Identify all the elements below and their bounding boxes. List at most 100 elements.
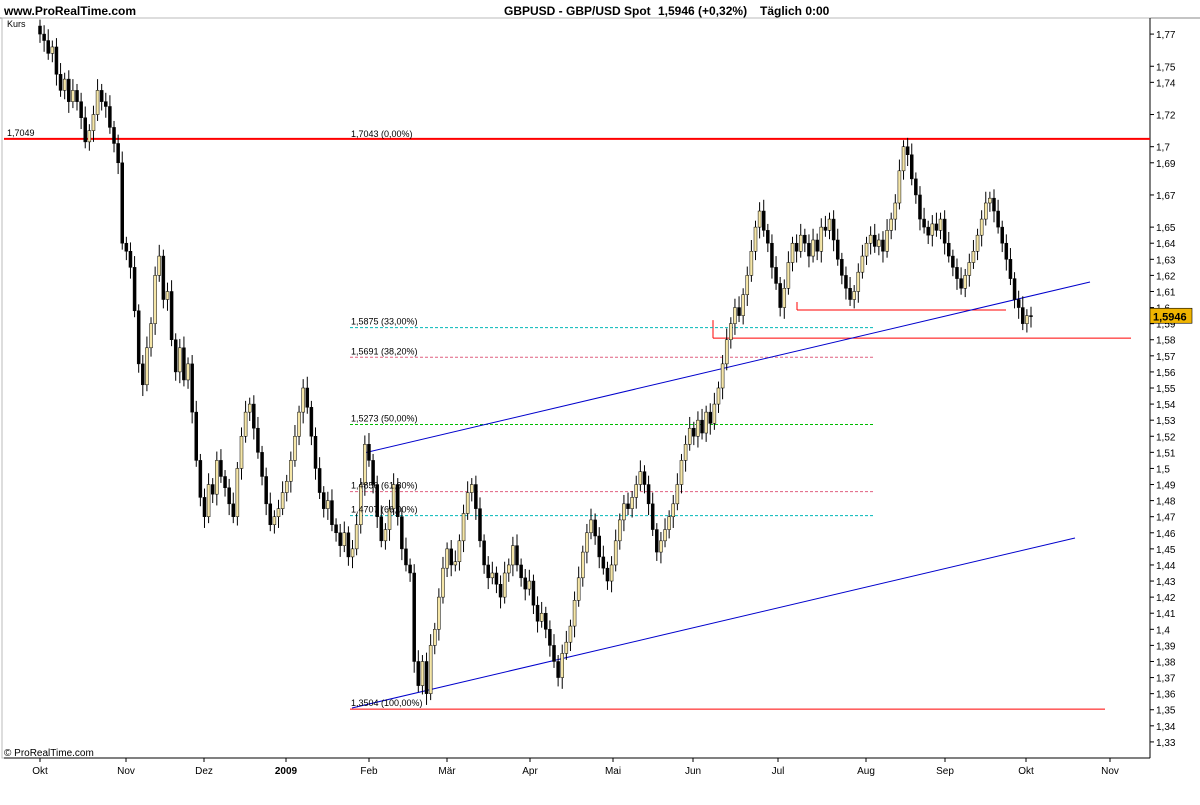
candle-body (1000, 226, 1004, 244)
candle-body (947, 242, 951, 257)
candle-body (790, 242, 795, 263)
candle-body (626, 503, 630, 509)
candle-body (819, 226, 824, 252)
y-tick-label: 1,33 (1156, 738, 1176, 749)
y-tick-label: 1,37 (1156, 674, 1176, 685)
y-tick-label: 1,77 (1156, 30, 1176, 41)
y-tick-label: 1,54 (1156, 400, 1176, 411)
candle-body (149, 323, 153, 349)
y-tick-label: 1,4 (1156, 625, 1170, 636)
last-price-value: 1,5946 (1153, 311, 1187, 323)
candle-body (400, 516, 404, 550)
candle-body (87, 130, 92, 143)
candle-body (996, 210, 1000, 228)
candle-body (511, 545, 515, 566)
candle-body (893, 202, 898, 220)
candle-body (408, 564, 412, 574)
candle-body (856, 271, 861, 292)
candle-body (1004, 242, 1009, 260)
candle-body (696, 419, 700, 437)
candle-body (186, 363, 190, 381)
candle-body (91, 114, 96, 131)
candles (38, 19, 1033, 705)
candle-body (963, 275, 967, 289)
y-tick-label: 1,35 (1156, 706, 1176, 717)
y-tick-label: 1,36 (1156, 690, 1176, 701)
candle-body (671, 503, 676, 517)
candle-body (568, 625, 573, 643)
candle-body (252, 403, 256, 429)
candle-body (815, 239, 819, 252)
x-tick-label: Nov (117, 766, 135, 777)
candle-body (992, 197, 996, 212)
candle-body (761, 210, 766, 231)
candle-body (905, 146, 910, 155)
candle-body (938, 218, 943, 231)
candle-body (482, 540, 486, 566)
y-tick-label: 1,56 (1156, 368, 1176, 379)
candle-body (95, 90, 100, 115)
candle-body (420, 661, 425, 686)
candle-body (317, 468, 322, 493)
candle-body (901, 146, 906, 172)
candle-body (630, 497, 634, 509)
candle-body (120, 162, 124, 244)
candle-body (1012, 278, 1017, 300)
candle-body (79, 101, 83, 118)
candle-body (988, 197, 992, 204)
candle-body (548, 629, 552, 646)
candle-body (618, 519, 622, 542)
candle-body (971, 251, 976, 263)
candle-body (457, 540, 462, 562)
candle-body (58, 74, 63, 91)
candle-body (724, 339, 729, 365)
candle-body (638, 471, 643, 485)
candle-body (99, 90, 104, 102)
candle-body (650, 503, 655, 530)
candle-body (50, 46, 55, 54)
candle-body (470, 484, 474, 493)
candle-body (437, 596, 441, 630)
candle-body (655, 529, 659, 553)
candle-body (749, 251, 754, 276)
x-tick-label: Jun (685, 766, 701, 777)
candle-body (679, 460, 684, 485)
y-tick-label: 1,44 (1156, 561, 1176, 572)
y-tick-label: 1,67 (1156, 191, 1176, 202)
candle-body (260, 452, 264, 477)
candle-body (877, 239, 881, 247)
candle-body (247, 403, 252, 413)
candle-body (560, 653, 564, 678)
candle-body (136, 310, 141, 365)
x-tick-label: Sep (936, 766, 954, 777)
y-tick-label: 1,42 (1156, 593, 1176, 604)
candle-body (165, 291, 170, 300)
site-name[interactable]: www.ProRealTime.com (3, 4, 136, 18)
x-tick-label: Mai (605, 766, 621, 777)
y-tick-label: 1,61 (1156, 287, 1176, 298)
candle-body (404, 548, 408, 566)
y-tick-label: 1,62 (1156, 271, 1176, 282)
candle-body (1008, 259, 1013, 279)
x-tick-label: Jul (772, 766, 785, 777)
candle-body (918, 194, 922, 220)
y-tick-label: 1,38 (1156, 657, 1176, 668)
y-tick-label: 1,43 (1156, 577, 1176, 588)
candle-body (338, 532, 342, 546)
candle-body (885, 230, 889, 252)
candle-body (770, 242, 774, 268)
candle-body (572, 600, 577, 627)
candle-body (227, 487, 231, 505)
candle-body (1029, 315, 1033, 317)
candle-body (881, 239, 885, 252)
y-tick-label: 1,53 (1156, 416, 1176, 427)
candle-body (872, 234, 877, 247)
x-tick-label: Mär (438, 766, 456, 777)
candle-body (256, 427, 260, 453)
candle-body (951, 255, 955, 268)
candle-body (375, 484, 379, 517)
candle-body (531, 580, 536, 606)
candle-body (449, 548, 453, 566)
